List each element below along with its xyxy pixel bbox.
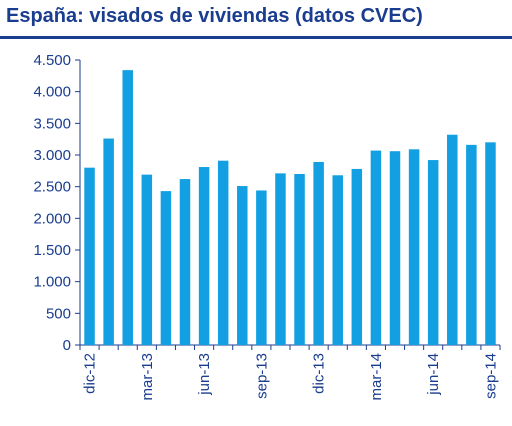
bar-mar-14: [370, 150, 382, 345]
bar-dic-13: [313, 161, 324, 345]
bar-may-14: [408, 149, 420, 345]
x-tick-label: sep-13: [253, 353, 270, 399]
bar-oct-13: [275, 173, 286, 345]
bar-abr-14: [389, 151, 401, 345]
x-tick-label: sep-14: [482, 353, 499, 399]
x-tick-label: jun-13: [196, 353, 213, 396]
bar-may-13: [179, 179, 191, 345]
title-underline: [0, 36, 512, 39]
bar-jun-13: [198, 167, 210, 345]
y-tick-label: 4.000: [33, 84, 71, 101]
bar-sep-14: [485, 142, 496, 345]
bar-jun-14: [427, 160, 439, 345]
y-tick-label: 1.500: [33, 242, 71, 259]
bar-ene-14: [332, 175, 343, 345]
y-tick-label: 0: [63, 337, 71, 354]
x-tick-label: mar-14: [368, 353, 385, 401]
bar-feb-14: [351, 168, 363, 345]
y-tick-label: 2.000: [33, 210, 71, 227]
bar-ene-13: [103, 138, 114, 345]
y-tick-label: 2.500: [33, 179, 71, 196]
y-tick-label: 3.000: [33, 147, 71, 164]
x-tick-label: dic-13: [311, 353, 328, 394]
bar-dic-12: [84, 167, 95, 345]
x-tick-label: mar-13: [139, 353, 156, 401]
bar-ago-14: [466, 144, 477, 345]
y-tick-label: 3.500: [33, 115, 71, 132]
bar-feb-13: [122, 70, 133, 345]
bar-ago-13: [237, 186, 248, 345]
bar-mar-13: [141, 174, 153, 345]
bar-jul-14: [447, 134, 458, 345]
y-tick-label: 4.500: [33, 52, 71, 69]
y-tick-label: 500: [46, 305, 71, 322]
x-tick-label: dic-12: [82, 353, 99, 394]
bar-abr-13: [160, 191, 172, 345]
bar-nov-13: [294, 174, 305, 345]
chart-title: España: visados de viviendas (datos CVEC…: [6, 5, 423, 27]
x-tick-label: jun-14: [425, 353, 442, 396]
y-tick-label: 1.000: [33, 274, 71, 291]
bar-sep-13: [256, 190, 267, 345]
bar-jul-13: [217, 160, 229, 345]
